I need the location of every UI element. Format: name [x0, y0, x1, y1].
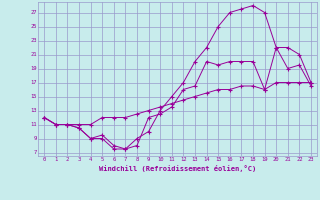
X-axis label: Windchill (Refroidissement éolien,°C): Windchill (Refroidissement éolien,°C) — [99, 165, 256, 172]
